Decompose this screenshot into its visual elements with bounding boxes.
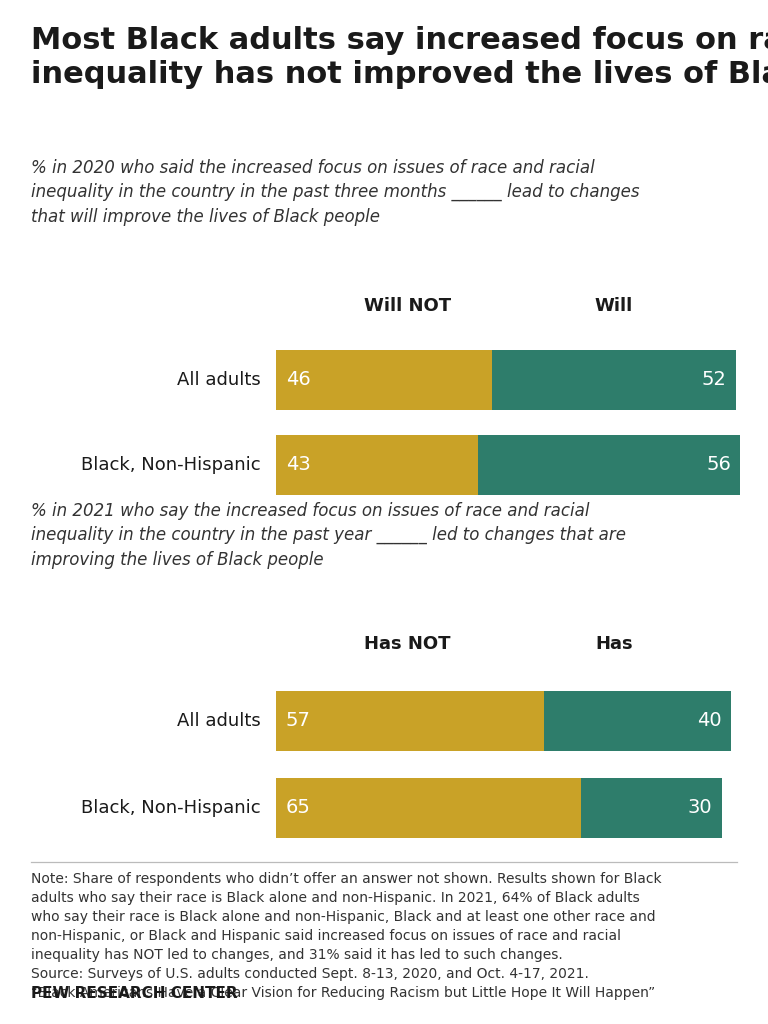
Text: 65: 65 — [286, 799, 310, 817]
Text: PEW RESEARCH CENTER: PEW RESEARCH CENTER — [31, 986, 237, 1001]
Bar — [276, 778, 581, 838]
Text: 56: 56 — [707, 456, 731, 474]
Text: 57: 57 — [286, 712, 310, 730]
Text: Black, Non-Hispanic: Black, Non-Hispanic — [81, 456, 261, 474]
Bar — [276, 435, 478, 495]
Bar — [478, 435, 740, 495]
Bar — [492, 350, 736, 410]
Text: All adults: All adults — [177, 371, 261, 389]
Bar — [276, 350, 492, 410]
Text: Has: Has — [595, 635, 633, 653]
Bar — [581, 778, 722, 838]
Text: Black, Non-Hispanic: Black, Non-Hispanic — [81, 799, 261, 817]
Text: 43: 43 — [286, 456, 310, 474]
Text: Most Black adults say increased focus on racial
inequality has not improved the : Most Black adults say increased focus on… — [31, 26, 768, 89]
Text: 46: 46 — [286, 371, 310, 389]
Text: Has NOT: Has NOT — [364, 635, 451, 653]
Text: 52: 52 — [701, 371, 727, 389]
Bar — [276, 691, 544, 751]
Text: Will: Will — [594, 297, 633, 315]
Text: 30: 30 — [687, 799, 712, 817]
Text: Will NOT: Will NOT — [364, 297, 452, 315]
Bar — [544, 691, 731, 751]
Text: Note: Share of respondents who didn’t offer an answer not shown. Results shown f: Note: Share of respondents who didn’t of… — [31, 872, 661, 1000]
Text: % in 2020 who said the increased focus on issues of race and racial
inequality i: % in 2020 who said the increased focus o… — [31, 159, 639, 225]
Text: % in 2021 who say the increased focus on issues of race and racial
inequality in: % in 2021 who say the increased focus on… — [31, 502, 626, 568]
Text: All adults: All adults — [177, 712, 261, 730]
Text: 40: 40 — [697, 712, 722, 730]
